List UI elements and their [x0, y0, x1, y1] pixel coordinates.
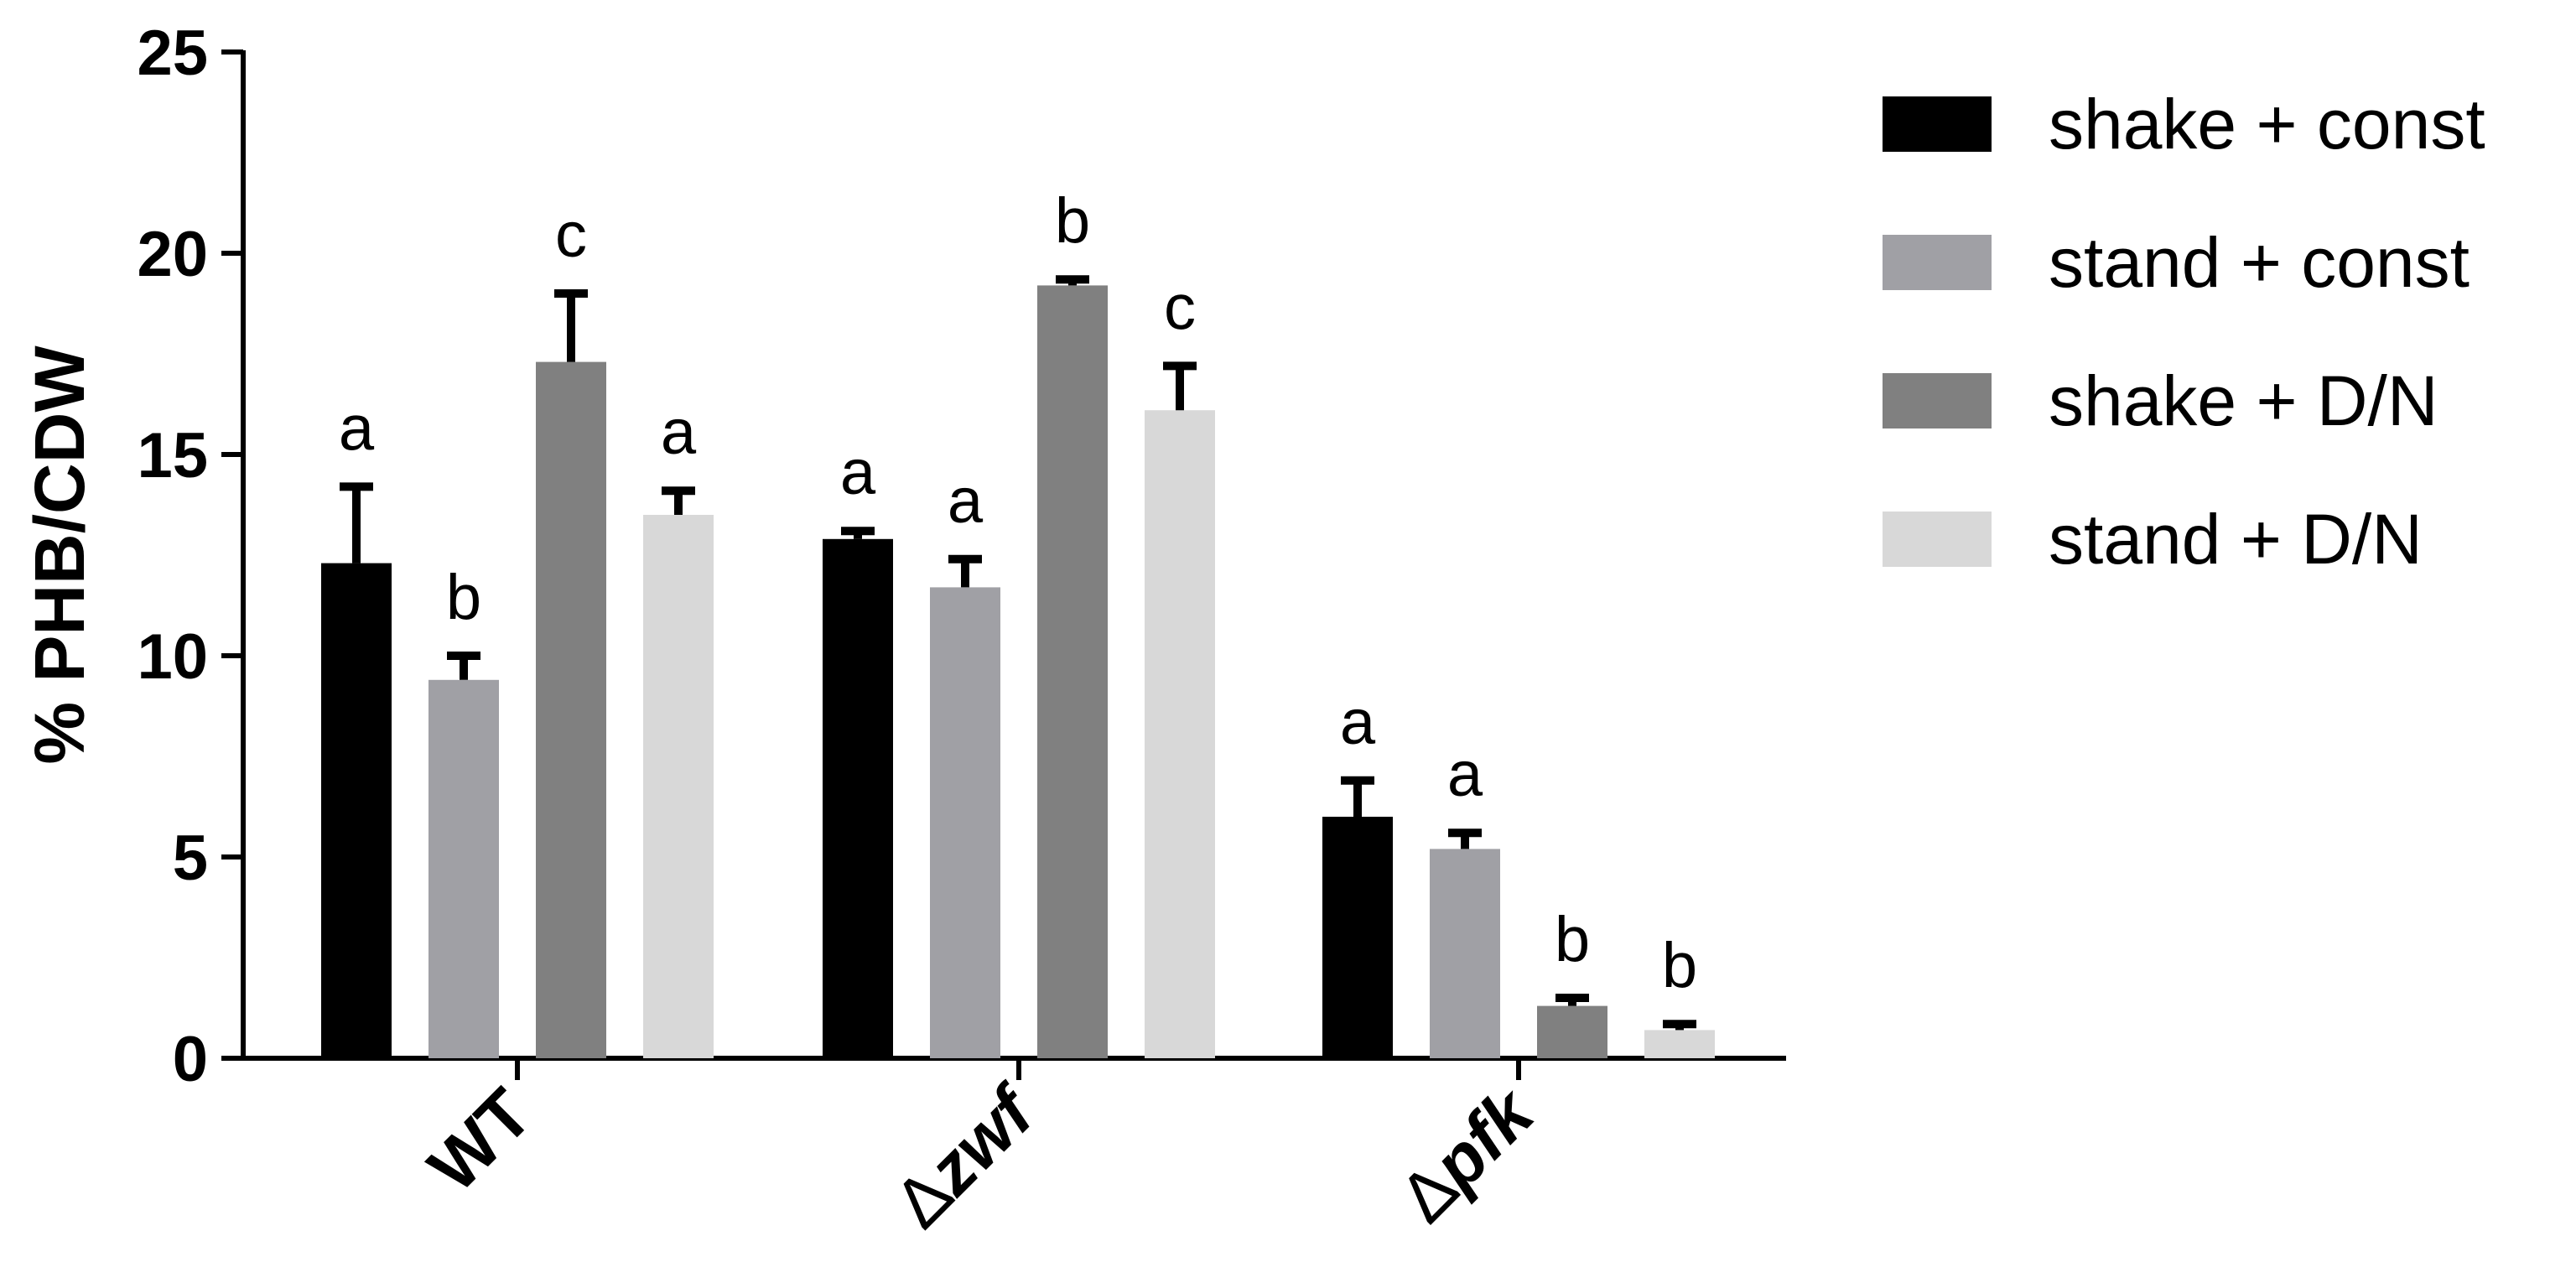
legend-swatch [1883, 235, 1992, 290]
legend-label: shake + D/N [2049, 361, 2438, 440]
legend-label: stand + const [2049, 223, 2470, 302]
x-tick-label: Δpfk [1384, 1071, 1550, 1237]
y-tick-label: 20 [137, 219, 208, 290]
legend-label: shake + const [2049, 85, 2485, 164]
significance-letter: c [1164, 272, 1196, 343]
bar [1537, 1005, 1607, 1058]
bar [930, 587, 1000, 1058]
legend-swatch [1883, 373, 1992, 428]
legend: shake + const stand + const shake + D/N sta… [1883, 85, 2485, 579]
significance-letter: a [661, 397, 697, 468]
bar [643, 515, 714, 1058]
bar [1430, 849, 1500, 1058]
axes: 0 5 10 15 20 25 % PHB/CDW WT Δzwf Δpfk [20, 18, 1786, 1243]
legend-swatch [1883, 96, 1992, 152]
significance-letter: b [1662, 930, 1697, 1001]
bar [428, 679, 499, 1058]
y-tick-label: 15 [137, 420, 208, 491]
bar [321, 563, 392, 1058]
y-tick-label: 5 [173, 823, 208, 894]
bars [321, 275, 1715, 1059]
significance-letter: a [840, 437, 876, 508]
y-axis-label: % PHB/CDW [20, 345, 99, 765]
bar [1322, 817, 1393, 1058]
significance-letter: b [1555, 904, 1590, 975]
legend-label: stand + D/N [2049, 500, 2423, 579]
y-tick-label: 0 [173, 1024, 208, 1095]
bar [1037, 285, 1108, 1058]
significance-letter: a [339, 392, 375, 464]
legend-swatch [1883, 512, 1992, 567]
significance-letter: b [1055, 185, 1090, 257]
x-tick-label: Δzwf [879, 1069, 1052, 1243]
significance-letter: a [1340, 687, 1376, 758]
bar [1644, 1030, 1715, 1058]
bar [536, 361, 606, 1059]
y-tick-label: 10 [137, 621, 208, 693]
significance-letter: c [555, 200, 587, 271]
significance-letter: a [948, 465, 984, 537]
x-tick-label: WT [413, 1073, 547, 1207]
significance-letter: a [1447, 739, 1483, 810]
y-tick-label: 25 [137, 18, 208, 89]
bar [1145, 410, 1215, 1058]
x-tick-label-name: WT [413, 1073, 547, 1207]
bar [823, 538, 893, 1058]
significance-letter: b [446, 562, 481, 633]
